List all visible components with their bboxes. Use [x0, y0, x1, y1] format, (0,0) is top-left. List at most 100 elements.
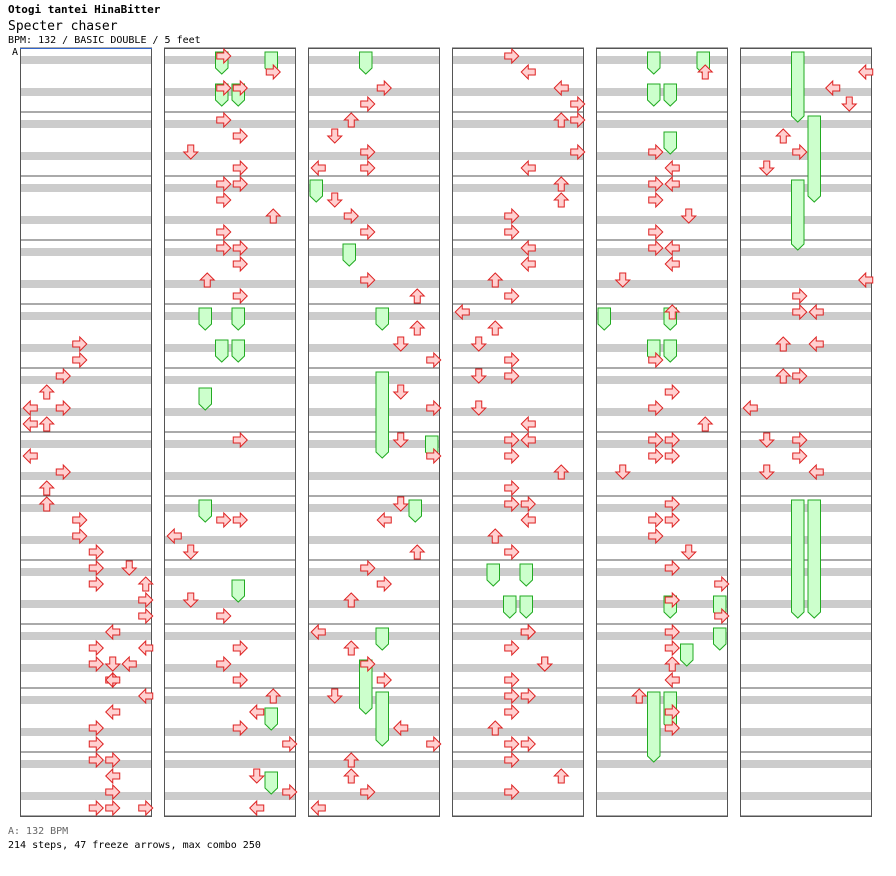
step-arrow	[88, 655, 104, 673]
step-arrow	[648, 143, 664, 161]
beat-stripe	[452, 696, 584, 704]
chart-column	[452, 47, 584, 817]
song-title: Specter chaser	[8, 19, 118, 34]
beat-stripe	[596, 696, 728, 704]
freeze-arrow	[375, 307, 389, 331]
beat-stripe	[20, 56, 152, 64]
step-arrow	[72, 351, 88, 369]
freeze-arrow	[486, 563, 500, 587]
beat-stripe	[596, 600, 728, 608]
freeze-arrow	[680, 643, 694, 667]
freeze-arrow	[215, 339, 229, 363]
step-arrow	[182, 544, 199, 560]
step-arrow	[520, 735, 536, 753]
beat-stripe	[596, 152, 728, 160]
step-arrow	[282, 735, 298, 753]
beat-stripe	[740, 504, 872, 512]
step-arrow	[664, 656, 681, 672]
beat-stripe	[20, 664, 152, 672]
step-arrow	[72, 335, 88, 353]
beat-stripe	[308, 664, 440, 672]
beat-stripe	[20, 440, 152, 448]
step-arrow	[409, 288, 426, 304]
beat-stripe	[452, 792, 584, 800]
step-arrow	[664, 175, 680, 193]
beat-stripe	[164, 312, 296, 320]
freeze-arrow	[647, 83, 661, 107]
step-arrow	[216, 191, 232, 209]
step-arrow	[105, 799, 121, 817]
beat-stripe	[308, 88, 440, 96]
step-arrow	[199, 272, 216, 288]
freeze-arrow	[647, 51, 661, 75]
step-arrow	[343, 207, 359, 225]
step-arrow	[343, 592, 360, 608]
step-arrow	[664, 431, 680, 449]
beat-stripe	[452, 56, 584, 64]
step-arrow	[72, 511, 88, 529]
step-arrow	[392, 336, 409, 352]
step-arrow	[648, 447, 664, 465]
step-arrow	[808, 303, 824, 321]
beat-stripe	[308, 344, 440, 352]
step-arrow	[504, 543, 520, 561]
step-arrow	[792, 287, 808, 305]
beat-stripe	[164, 184, 296, 192]
step-arrow	[326, 192, 343, 208]
step-arrow	[664, 559, 680, 577]
step-arrow	[22, 415, 38, 433]
chart-stats: 214 steps, 47 freeze arrows, max combo 2…	[8, 840, 261, 851]
beat-stripe	[740, 568, 872, 576]
beat-stripe	[596, 568, 728, 576]
step-arrow	[232, 127, 248, 145]
step-arrow	[343, 752, 360, 768]
step-arrow	[38, 480, 55, 496]
beat-stripe	[452, 312, 584, 320]
step-arrow	[504, 751, 520, 769]
beat-stripe	[596, 472, 728, 480]
beat-stripe	[740, 88, 872, 96]
beat-stripe	[740, 120, 872, 128]
step-arrow	[758, 464, 775, 480]
step-arrow	[392, 432, 409, 448]
beat-stripe	[740, 632, 872, 640]
step-arrow	[232, 239, 248, 257]
beat-stripe	[308, 632, 440, 640]
step-arrow	[487, 720, 504, 736]
beat-stripe	[20, 312, 152, 320]
beat-stripe	[452, 88, 584, 96]
beat-stripe	[740, 728, 872, 736]
freeze-arrow	[264, 771, 278, 795]
beat-stripe	[596, 120, 728, 128]
beat-stripe	[164, 792, 296, 800]
step-arrow	[55, 463, 71, 481]
step-arrow	[792, 367, 808, 385]
step-arrow	[426, 399, 442, 417]
step-arrow	[664, 239, 680, 257]
beat-stripe	[596, 56, 728, 64]
beat-stripe	[308, 408, 440, 416]
beat-stripe	[164, 760, 296, 768]
step-arrow	[487, 528, 504, 544]
beat-stripe	[164, 408, 296, 416]
step-arrow	[216, 47, 232, 65]
step-arrow	[22, 399, 38, 417]
step-arrow	[742, 399, 758, 417]
beat-stripe	[452, 664, 584, 672]
beat-stripe	[740, 56, 872, 64]
beat-stripe	[164, 120, 296, 128]
beat-stripe	[308, 312, 440, 320]
step-arrow	[182, 592, 199, 608]
beat-stripe	[20, 504, 152, 512]
step-arrow	[648, 431, 664, 449]
step-arrow	[232, 511, 248, 529]
step-arrow	[343, 768, 360, 784]
step-arrow	[504, 207, 520, 225]
step-arrow	[758, 160, 775, 176]
column-border	[740, 48, 872, 817]
beat-stripe	[308, 504, 440, 512]
step-arrow	[775, 128, 792, 144]
beat-stripe	[452, 280, 584, 288]
step-arrow	[216, 111, 232, 129]
beat-stripe	[308, 536, 440, 544]
